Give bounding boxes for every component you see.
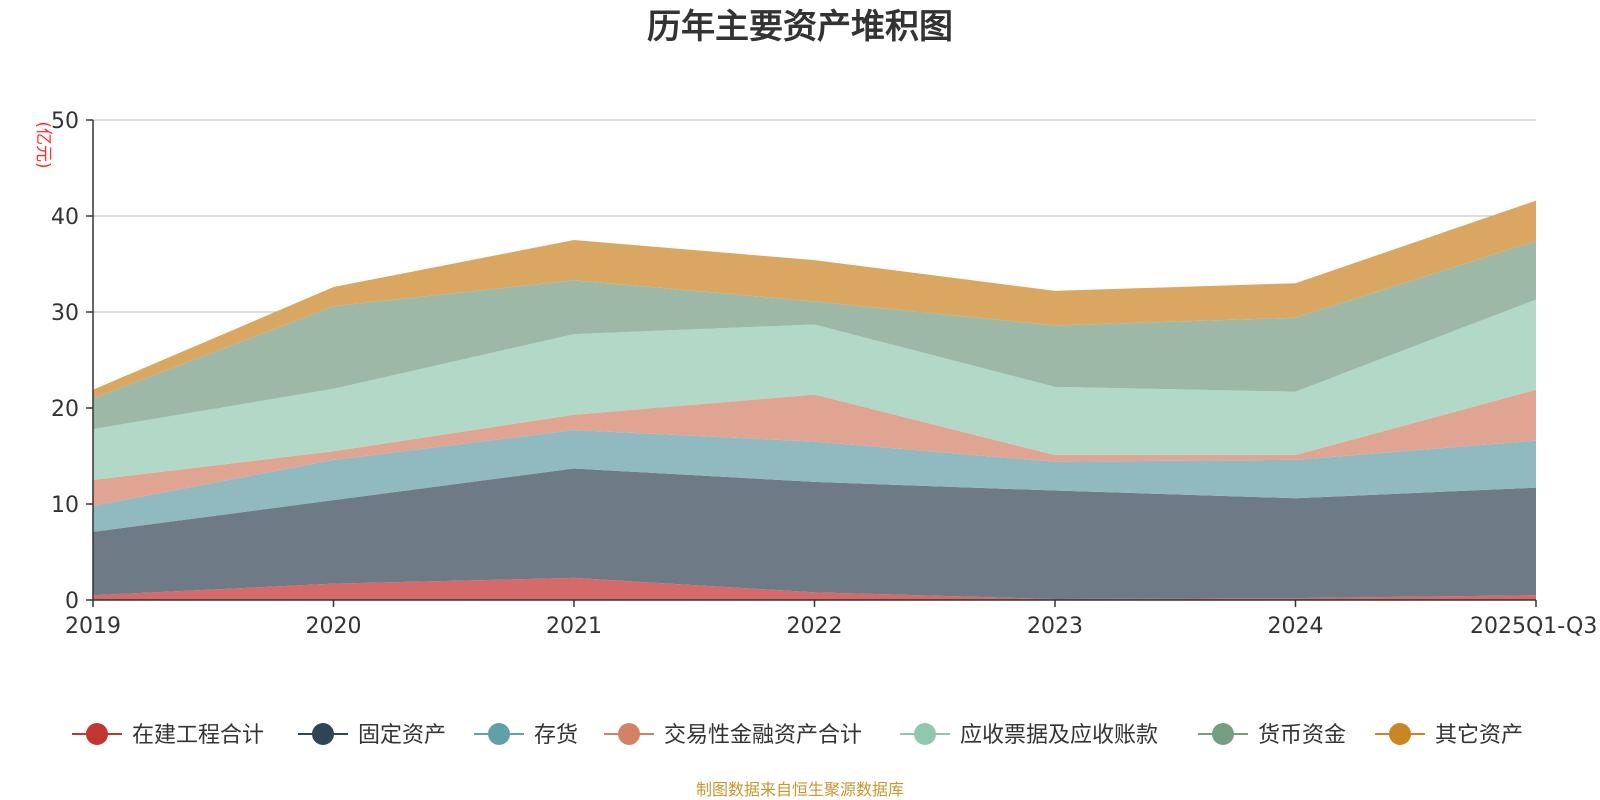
legend-item-2: 存货 bbox=[474, 723, 578, 748]
legend-marker bbox=[618, 723, 640, 745]
area-series-5 bbox=[93, 240, 1536, 430]
y-tick-label: 10 bbox=[51, 493, 79, 518]
legend-item-0: 在建工程合计 bbox=[72, 723, 264, 748]
area-series-1 bbox=[93, 468, 1536, 600]
legend-item-3: 交易性金融资产合计 bbox=[604, 723, 862, 748]
area-series-0 bbox=[93, 577, 1536, 600]
x-tick-label: 2024 bbox=[1268, 614, 1324, 639]
x-tick-label: 2021 bbox=[546, 614, 602, 639]
legend-item-6: 其它资产 bbox=[1375, 723, 1523, 748]
legend-label: 固定资产 bbox=[358, 723, 446, 748]
y-tick-label: 0 bbox=[65, 589, 79, 614]
legend-marker bbox=[488, 723, 510, 745]
x-tick-label: 2020 bbox=[306, 614, 362, 639]
stacked-areas bbox=[93, 200, 1536, 600]
legend-label: 存货 bbox=[534, 723, 578, 748]
y-tick-label: 20 bbox=[51, 397, 79, 422]
legend-marker bbox=[1389, 723, 1411, 745]
legend-label: 在建工程合计 bbox=[132, 723, 264, 748]
legend-marker bbox=[1212, 723, 1234, 745]
area-series-6 bbox=[93, 200, 1536, 399]
legend-label: 货币资金 bbox=[1258, 723, 1346, 748]
x-tick-label: 2019 bbox=[65, 614, 121, 639]
y-tick-label: 50 bbox=[51, 109, 79, 134]
legend-marker bbox=[914, 723, 936, 745]
legend-marker bbox=[86, 723, 108, 745]
legend-label: 交易性金融资产合计 bbox=[664, 723, 862, 748]
y-axis-unit-label: (亿元) bbox=[33, 121, 53, 168]
legend-item-1: 固定资产 bbox=[298, 723, 446, 748]
x-tick-label: 2025Q1-Q3 bbox=[1470, 614, 1597, 639]
legend-label: 应收票据及应收账款 bbox=[960, 723, 1158, 748]
axes: 0 10 20 30 40 50 2019 2020 2021 2022 2023 2024 2025Q… bbox=[51, 109, 1597, 639]
y-tick-label: 40 bbox=[51, 205, 79, 230]
area-series-4 bbox=[93, 299, 1536, 480]
x-tick-label: 2022 bbox=[787, 614, 843, 639]
legend-item-5: 货币资金 bbox=[1198, 723, 1346, 748]
source-note: 制图数据来自恒生聚源数据库 bbox=[696, 780, 904, 799]
x-tick-label: 2023 bbox=[1027, 614, 1083, 639]
y-tick-label: 30 bbox=[51, 301, 79, 326]
legend-item-4: 应收票据及应收账款 bbox=[900, 723, 1158, 748]
legend: 在建工程合计 固定资产 存货 交易性金融资产合计 应收票据及应收账款 货币资金 其它资产 bbox=[72, 723, 1523, 748]
chart-title: 历年主要资产堆积图 bbox=[647, 7, 953, 47]
legend-label: 其它资产 bbox=[1435, 723, 1523, 748]
area-series-3 bbox=[93, 389, 1536, 506]
legend-marker bbox=[312, 723, 334, 745]
area-series-2 bbox=[93, 430, 1536, 532]
